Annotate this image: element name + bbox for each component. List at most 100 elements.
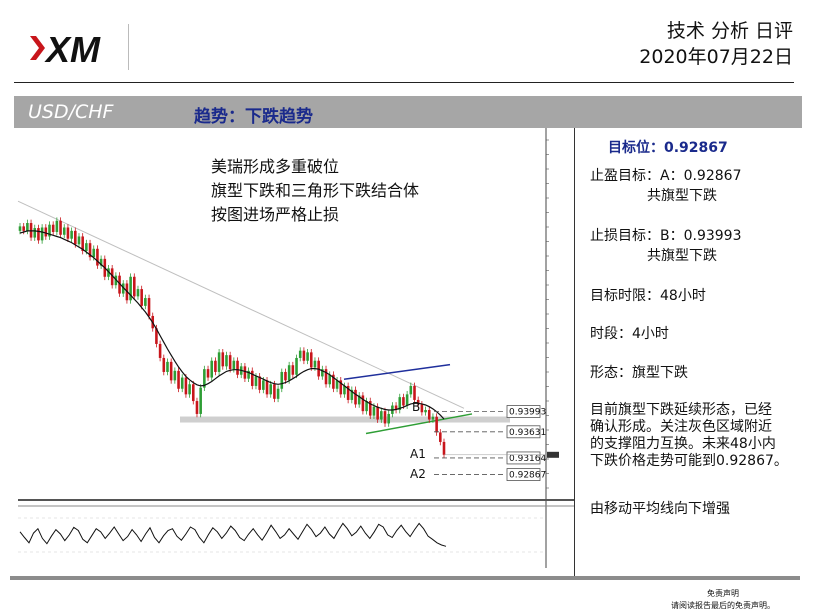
- level-value: 0.93631: [509, 428, 546, 438]
- candle-body: [328, 374, 331, 385]
- candle-body: [110, 268, 114, 286]
- candle-body: [136, 289, 140, 297]
- last-price-marker: [547, 451, 559, 458]
- candle-body: [199, 387, 202, 414]
- candle-body: [343, 385, 346, 395]
- candle-body: [177, 370, 180, 389]
- candle-body: [96, 248, 99, 266]
- target-price: 目标位：0.92867: [608, 140, 728, 156]
- candle-body: [210, 360, 214, 378]
- candle-body: [191, 384, 195, 402]
- stop-loss-line: 止损目标：B：0.93993: [590, 228, 742, 244]
- point-label-a1: A1: [410, 447, 426, 461]
- candle-body: [372, 406, 376, 416]
- candle-body: [383, 411, 387, 424]
- take-profit-line: 止盈目标：A：0.92867: [590, 168, 742, 184]
- candle-body: [51, 224, 55, 232]
- candle-body: [99, 258, 103, 266]
- candle-body: [431, 416, 435, 420]
- disclaimer-title: 免责声明: [707, 589, 739, 598]
- candle-body: [284, 371, 287, 381]
- candle-body: [77, 236, 81, 245]
- candle-body: [133, 276, 136, 297]
- candle-body: [184, 377, 188, 395]
- level-box: [506, 468, 541, 481]
- candle-body: [144, 298, 147, 306]
- candle-body: [195, 401, 199, 414]
- candle-body: [306, 352, 309, 361]
- currency-pair: USD/CHF: [28, 101, 114, 123]
- level-value: 0.93164: [509, 454, 546, 464]
- candle-body: [59, 220, 62, 235]
- candle-body: [313, 360, 317, 368]
- candle-body: [88, 243, 92, 258]
- candle-body: [118, 275, 121, 294]
- candle-body: [265, 380, 269, 395]
- candle-body: [147, 298, 151, 316]
- flag-upper-line: [343, 363, 451, 380]
- candle-body: [236, 360, 239, 375]
- candle-body: [435, 416, 438, 433]
- candle-body: [158, 343, 162, 358]
- candle-body: [302, 350, 306, 361]
- candle-body: [250, 370, 254, 386]
- support-zone: [180, 416, 510, 423]
- candle-body: [276, 388, 280, 399]
- candle-body: [22, 226, 25, 231]
- candle-body: [357, 395, 361, 405]
- candle-body: [365, 401, 368, 412]
- candle-body: [162, 357, 166, 372]
- candle-body: [332, 374, 335, 389]
- point-label-b: B: [412, 400, 420, 414]
- candle-body: [62, 227, 66, 235]
- description-line: 确认形成。关注灰色区域附近: [590, 419, 772, 435]
- xm-logo: XM: [28, 22, 138, 74]
- candle-body: [70, 230, 73, 239]
- candle-body: [140, 289, 143, 306]
- candle-body: [309, 352, 313, 368]
- candle-body: [258, 376, 261, 390]
- oscillator-line: [19, 522, 447, 547]
- logo-divider: [128, 24, 129, 70]
- candle-body: [243, 366, 247, 379]
- candle-body: [273, 384, 276, 399]
- descending-trendline: [17, 200, 465, 409]
- candle-body: [206, 369, 210, 378]
- candle-body: [18, 226, 22, 231]
- candle-body: [221, 352, 225, 367]
- candle-body: [81, 236, 84, 252]
- trend-label: 趋势：下跌趋势: [194, 107, 313, 127]
- level-value: 0.92867: [509, 471, 546, 481]
- level-box: [506, 405, 541, 418]
- header-rule: [14, 82, 794, 83]
- description-line: 下跌价格走势可能到0.92867。: [590, 453, 788, 469]
- report-header: 技术 分析 日评 2020年07月22日: [639, 18, 793, 70]
- candle-body: [232, 360, 236, 370]
- candle-body: [33, 228, 37, 238]
- candle-body: [155, 328, 158, 344]
- description-line: 目前旗型下跌延续形态，已经: [590, 402, 772, 418]
- candle-body: [107, 268, 110, 277]
- candle-body: [188, 384, 191, 395]
- annotation-line-1: 美瑞形成多重破位: [211, 157, 339, 176]
- candle-body: [354, 389, 357, 405]
- candle-body: [361, 395, 365, 412]
- candle-body: [254, 376, 258, 386]
- candle-body: [413, 385, 416, 400]
- candle-body: [324, 369, 328, 385]
- candle-body: [424, 410, 427, 413]
- candle-body: [214, 360, 217, 372]
- candle-body: [55, 220, 59, 232]
- candle-body: [376, 406, 379, 420]
- candle-body: [228, 355, 232, 370]
- candle-body: [442, 441, 446, 455]
- pattern: 形态：旗型下跌: [590, 365, 688, 381]
- ma-note: 由移动平均线向下增强: [590, 501, 730, 517]
- candle-body: [291, 365, 295, 375]
- candle-body: [85, 243, 88, 252]
- candle-body: [427, 410, 431, 420]
- candle-body: [394, 405, 398, 411]
- report-date: 2020年07月22日: [639, 46, 793, 68]
- candle-body: [368, 401, 372, 416]
- level-box: [506, 425, 541, 439]
